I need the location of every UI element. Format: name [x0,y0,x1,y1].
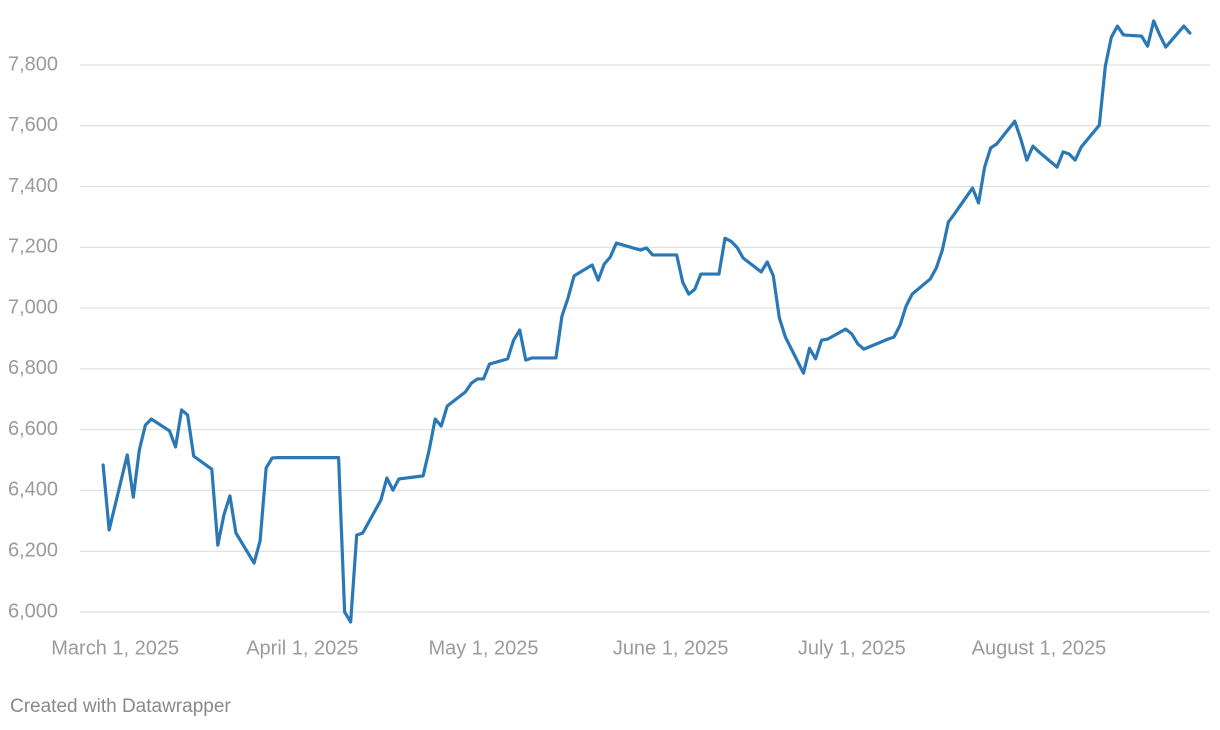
y-tick-label: 7,800 [8,53,58,75]
x-tick-label: August 1, 2025 [972,637,1107,659]
x-tick-label: June 1, 2025 [613,637,729,659]
y-tick-label: 6,400 [8,479,58,501]
x-tick-label: May 1, 2025 [428,637,538,659]
x-tick-label: March 1, 2025 [51,637,179,659]
data-line [101,19,1192,624]
y-tick-label: 6,200 [8,540,58,562]
y-tick-label: 7,000 [8,296,58,318]
x-tick-label: July 1, 2025 [798,637,906,659]
y-tick-label: 7,200 [8,236,58,258]
y-tick-label: 6,600 [8,418,58,440]
y-tick-label: 6,000 [8,600,58,622]
y-tick-label: 6,800 [8,357,58,379]
y-tick-label: 7,600 [8,114,58,136]
credit: Created with Datawrapper [10,696,231,717]
x-tick-label: April 1, 2025 [246,637,358,659]
y-tick-label: 7,400 [8,175,58,197]
